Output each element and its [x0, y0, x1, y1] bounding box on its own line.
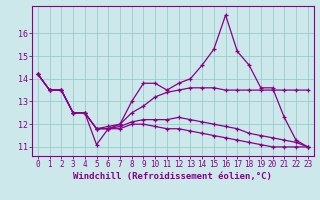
X-axis label: Windchill (Refroidissement éolien,°C): Windchill (Refroidissement éolien,°C)	[73, 172, 272, 181]
